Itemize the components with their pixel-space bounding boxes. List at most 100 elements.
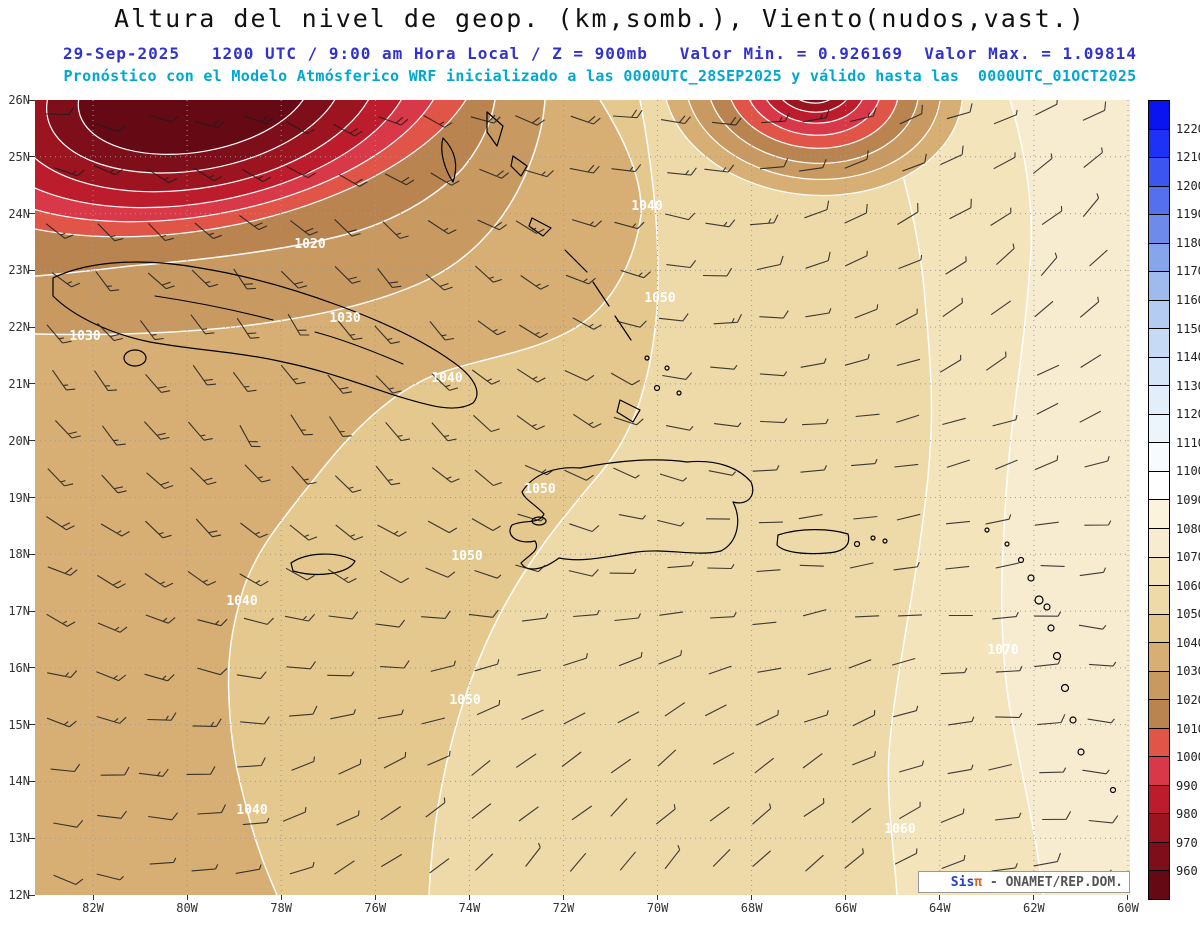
watermark-pi-symbol: π (974, 874, 983, 890)
contour-1030 (35, 100, 546, 336)
contour-label: 1070 (987, 643, 1018, 658)
colorbar-cell (1149, 413, 1169, 443)
contour-label: 1050 (524, 482, 555, 497)
lon-axis-label: 60W (1117, 901, 1139, 915)
lon-tick (1033, 895, 1035, 900)
colorbar-tick-label: 1210 (1176, 150, 1200, 165)
page-title: Altura del nivel de geop. (km,somb.), Vi… (114, 4, 1086, 33)
colorbar-tick-label: 1060 (1176, 578, 1200, 593)
contour-label: 1050 (449, 693, 480, 708)
colorbar (1148, 100, 1170, 900)
lat-axis-label: 16N (8, 660, 30, 675)
colorbar-tick-label: 1070 (1176, 550, 1200, 565)
lat-tick (29, 724, 35, 726)
lat-axis-label: 17N (8, 604, 30, 619)
model-info-line: Pronóstico con el Modelo Atmósferico WRF… (63, 67, 1137, 85)
lat-tick (29, 780, 35, 782)
colorbar-cell (1149, 242, 1169, 272)
colorbar-tick-label: 980 (1176, 807, 1198, 822)
contour-1050 (428, 100, 659, 895)
valid-time-line: 29-Sep-2025 1200 UTC / 9:00 am Hora Loca… (63, 44, 1137, 63)
contour-labels-layer: 1020 1030 1030 1040 1040 1040 1040 1050 1050 1050… (69, 199, 1018, 837)
weather-map-canvas: 1020 1030 1030 1040 1040 1040 1040 1050 1050 1050… (35, 100, 1130, 895)
contour-label: 1030 (69, 329, 100, 344)
colorbar-tick-label: 1130 (1176, 378, 1200, 393)
colorbar-tick-label: 1220 (1176, 121, 1200, 136)
wind-barbs (44, 100, 1119, 886)
colorbar-cell (1149, 642, 1169, 671)
lat-axis-label: 12N (8, 888, 30, 902)
coastline-cuba-detail (154, 295, 404, 365)
lon-axis-label: 78W (270, 901, 293, 915)
coastlines (52, 111, 1117, 794)
contour-label: 1050 (644, 291, 675, 306)
contour-1040 (227, 100, 642, 895)
lon-tick (1127, 895, 1129, 900)
colorbar-tick-label: 1180 (1176, 235, 1200, 250)
lon-tick (468, 895, 470, 900)
colorbar-cell (1149, 527, 1169, 557)
contour-1060 (879, 100, 933, 895)
colorbar-cell (1149, 870, 1169, 899)
watermark-org: - ONAMET/REP.DOM. (982, 874, 1123, 890)
coastline-puerto-rico (776, 529, 850, 555)
colorbar-cell (1149, 699, 1169, 728)
lat-tick (29, 326, 35, 328)
lat-tick (29, 156, 35, 158)
lat-axis-label: 15N (8, 717, 30, 732)
colorbar-cell (1149, 385, 1169, 414)
isla-juventud (123, 349, 147, 367)
islands-lesser-antilles (984, 527, 1117, 794)
colorbar-cell (1149, 756, 1169, 785)
low-center-north (662, 100, 964, 197)
isla-gonave (531, 516, 547, 526)
contour-label: 1050 (451, 549, 482, 564)
lat-axis-label: 14N (8, 774, 30, 789)
colorbar-cell (1149, 185, 1169, 215)
colorbar-cell (1149, 670, 1169, 700)
colorbar-cell (1149, 727, 1169, 757)
lat-axis-label: 20N (8, 433, 30, 448)
lon-axis-label: 80W (176, 901, 198, 915)
colorbar-cell (1149, 556, 1169, 586)
colorbar-tick-label: 1020 (1176, 693, 1200, 707)
lat-tick (29, 440, 35, 442)
lat-axis-label: 25N (8, 149, 30, 164)
wind-barbs-layer (44, 100, 1119, 886)
colorbar-tick-label: 1080 (1176, 521, 1200, 536)
lat-tick (29, 383, 35, 385)
colorbar-tick-label: 1200 (1176, 178, 1200, 193)
lon-tick (280, 895, 282, 900)
colorbar-tick-label: 1090 (1176, 493, 1200, 507)
lat-axis-label: 19N (8, 490, 30, 505)
watermark-brand: Sis (950, 874, 975, 890)
lat-tick (29, 610, 35, 612)
colorbar-cell (1149, 101, 1169, 129)
lon-tick (374, 895, 376, 900)
colorbar-cell (1149, 813, 1169, 842)
contour-1020 (35, 100, 496, 277)
lon-tick (845, 895, 847, 900)
lat-tick (29, 269, 35, 271)
colorbar-cell (1149, 841, 1169, 871)
lon-tick (657, 895, 659, 900)
lat-axis-label: 22N (8, 320, 30, 335)
lat-axis-label: 26N (8, 93, 30, 107)
colorbar-tick-label: 1000 (1176, 750, 1200, 765)
lat-axis-label: 23N (8, 263, 30, 278)
lat-tick (29, 837, 35, 839)
lat-tick (29, 497, 35, 498)
lon-axis-label: 70W (646, 901, 669, 915)
colorbar-cell (1149, 299, 1169, 329)
colorbar-tick-label: 1040 (1176, 635, 1200, 650)
colorbar-cell (1149, 613, 1169, 643)
lon-tick (751, 895, 753, 900)
lat-tick (29, 894, 35, 896)
lat-tick (29, 553, 35, 555)
lat-axis-label: 18N (8, 547, 30, 562)
islands-bahamas (441, 111, 670, 423)
coastline-cuba (52, 261, 478, 409)
